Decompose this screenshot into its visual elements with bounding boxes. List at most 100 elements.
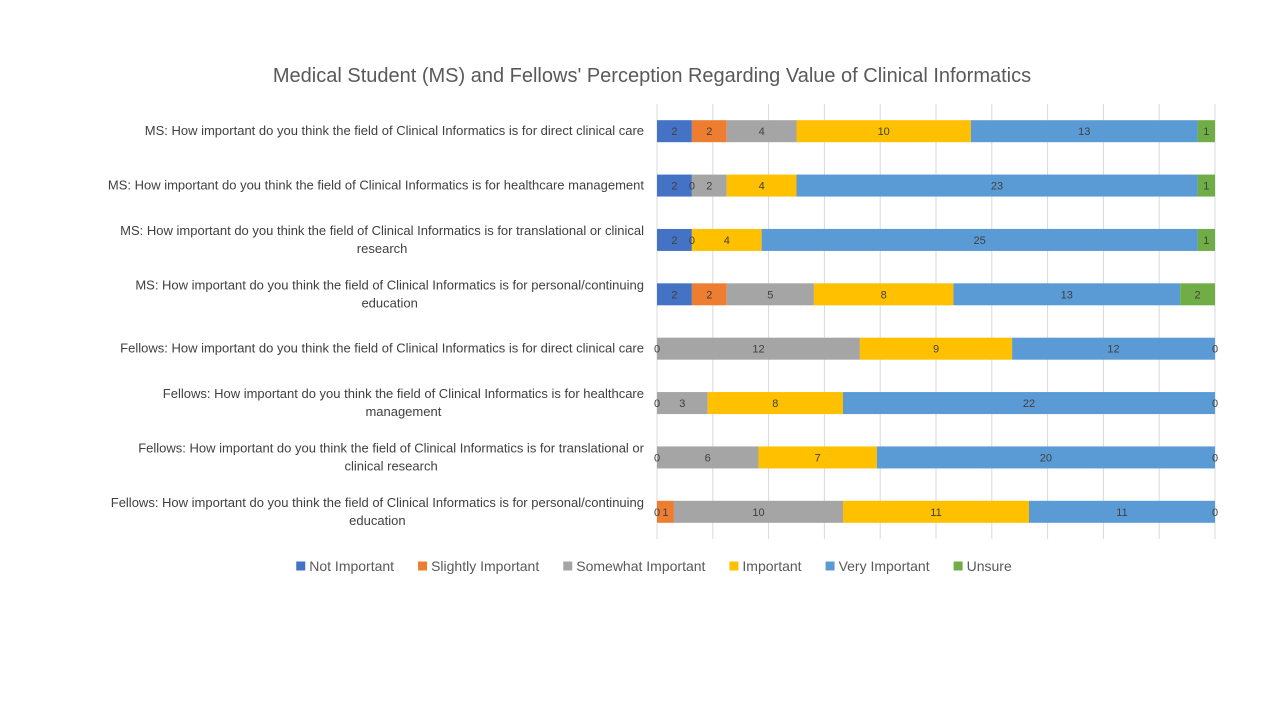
data-label: 12 [1107,344,1119,356]
data-label: 0 [1212,398,1218,410]
bar-segment [796,174,1198,197]
category-label-line: Fellows: How important do you think the … [120,341,644,356]
legend-swatch [825,561,835,571]
bar-segment [691,283,727,306]
category-label-line: MS: How important do you think the field… [120,223,644,238]
data-label: 2 [706,126,712,138]
legend-label: Not Important [309,558,394,574]
bar-segment [657,120,692,143]
bar-segment [796,120,971,143]
chart-title: Medical Student (MS) and Fellows' Percep… [273,65,1031,87]
data-label: 25 [973,235,985,247]
bar-segment [1029,500,1215,523]
legend: Not Important Slightly Important Somewhat … [296,558,1012,574]
bar-segment [657,174,692,197]
category-label-line: Fellows: How important do you think the … [138,440,644,455]
legend-label: Somewhat Important [576,558,705,574]
data-label: 3 [679,398,685,410]
category-labels: MS: How important do you think the field… [108,123,645,528]
legend-label: Unsure [967,558,1012,574]
data-label: 0 [654,452,660,464]
bar-segment [970,120,1198,143]
category-label: MS: How important do you think the field… [145,123,644,138]
data-label: 8 [772,398,778,410]
gridlines [656,104,1216,539]
category-label: MS: How important do you think the field… [135,277,644,310]
data-label: 0 [654,507,660,519]
legend-item: Slightly Important [418,558,539,574]
legend-label: Very Important [839,558,930,574]
bar-segment [657,228,692,251]
data-label: 0 [1212,507,1218,519]
data-label: 0 [689,235,695,247]
bar-segment [726,174,797,197]
legend-label: Important [742,558,801,574]
data-label: 2 [671,181,677,193]
bar-segment [813,283,954,306]
bar-segment [758,446,877,469]
bar-segment [1197,120,1215,143]
data-label: 2 [706,181,712,193]
bar-segment [1180,283,1215,306]
data-label: 0 [654,398,660,410]
data-label: 20 [1040,452,1052,464]
category-label-line: education [361,295,417,310]
data-label: 5 [767,289,773,301]
bar-segment [657,337,860,360]
bar-segment [691,228,762,251]
legend-item: Very Important [825,558,930,574]
category-label-line: Fellows: How important do you think the … [111,495,644,510]
data-label: 4 [759,181,765,193]
bar-segment [876,446,1215,469]
data-label: 10 [752,507,764,519]
data-label: 9 [933,344,939,356]
data-labels: 2 2 4 10 13 12 0 2 4 23 12 0 4 25 12 2 5 8 13 20 12 9 12 00 3 8 22… [654,126,1218,519]
data-label: 11 [930,507,941,519]
data-label: 2 [671,235,677,247]
data-label: 13 [1078,126,1090,138]
data-label: 6 [705,452,711,464]
bar-segment [657,283,692,306]
bar-segment [859,337,1013,360]
category-label-line: Fellows: How important do you think the … [163,386,644,401]
legend-swatch [418,561,428,571]
category-label: MS: How important do you think the field… [120,223,644,256]
bar-segment [673,500,843,523]
data-label: 2 [1195,289,1201,301]
data-label: 11 [1116,507,1127,519]
category-label-line: MS: How important do you think the field… [145,123,644,138]
data-label: 2 [671,126,677,138]
data-label: 4 [759,126,765,138]
category-label-line: education [349,513,405,528]
bar-segment [707,392,843,415]
data-label: 0 [1212,452,1218,464]
bar-segment [657,446,759,469]
bar-segment [691,174,727,197]
data-label: 2 [671,289,677,301]
category-label: Fellows: How important do you think the … [120,341,644,356]
data-label: 7 [815,452,821,464]
category-label: Fellows: How important do you think the … [163,386,644,419]
bar-segment [726,283,814,306]
data-label: 1 [1203,181,1209,193]
data-label: 4 [724,235,730,247]
bar-segment [843,392,1215,415]
bar-segment [953,283,1181,306]
data-label: 12 [752,344,764,356]
data-label: 1 [662,507,668,519]
bar-segment [1197,174,1215,197]
bar-segment [1012,337,1215,360]
category-label-line: clinical research [345,458,438,473]
category-label-line: MS: How important do you think the field… [108,178,645,193]
data-label: 23 [991,181,1003,193]
category-label: MS: How important do you think the field… [108,178,645,193]
legend-item: Not Important [296,558,394,574]
bar-segment [726,120,797,143]
data-label: 2 [706,289,712,301]
data-label: 1 [1203,235,1209,247]
legend-item: Important [729,558,802,574]
data-label: 13 [1061,289,1073,301]
data-label: 8 [881,289,887,301]
bar-segment [691,120,727,143]
